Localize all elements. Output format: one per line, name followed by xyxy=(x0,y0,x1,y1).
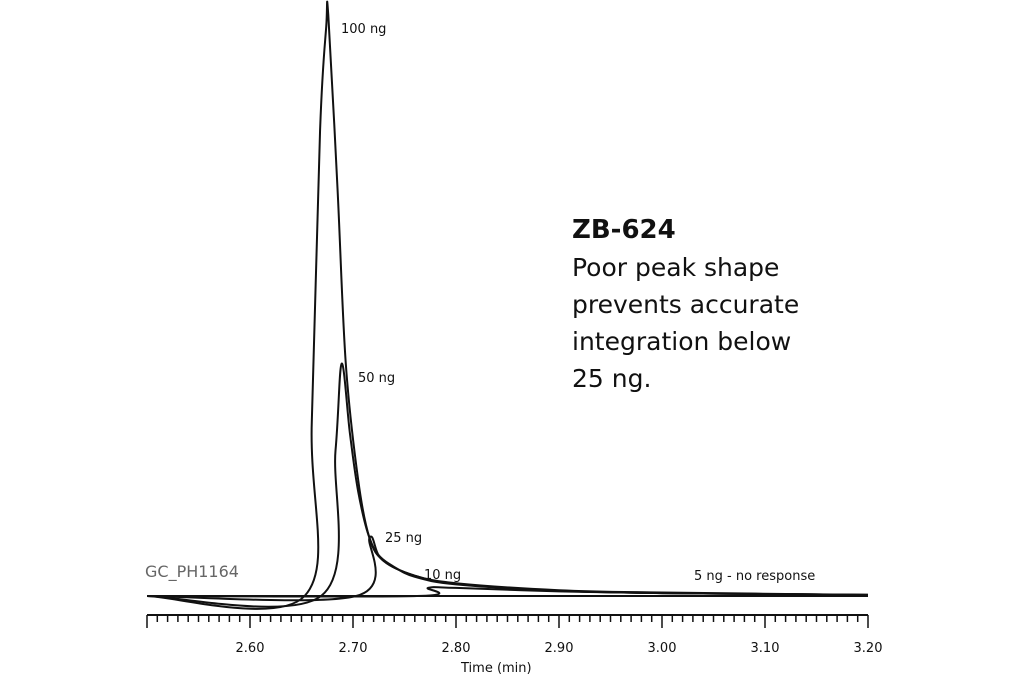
annotation-line: prevents accurate xyxy=(572,290,800,319)
annotation-line: integration below xyxy=(572,327,792,356)
peak-label-10ng: 10 ng xyxy=(424,568,461,583)
peak-label-25ng: 25 ng xyxy=(385,531,422,546)
figure-code: GC_PH1164 xyxy=(145,562,239,581)
x-tick-label: 3.10 xyxy=(751,641,780,656)
annotation-title: ZB-624 xyxy=(572,215,676,245)
x-tick-label: 2.80 xyxy=(442,641,471,656)
series-layer xyxy=(146,0,869,610)
annotation-line: Poor peak shape xyxy=(572,253,780,282)
x-tick-label: 2.70 xyxy=(339,641,368,656)
x-axis-label: Time (min) xyxy=(460,661,532,676)
x-tick-label: 3.20 xyxy=(854,641,883,656)
peak-label-50ng: 50 ng xyxy=(358,371,395,386)
annotation-line: 25 ng. xyxy=(572,364,652,393)
x-tick-label: 3.00 xyxy=(648,641,677,656)
annotation: ZB-624 Poor peak shape prevents accurate… xyxy=(572,212,799,397)
x-tick-label: 2.90 xyxy=(545,641,574,656)
x-axis: 2.60 2.70 2.80 2.90 3.00 3.10 3.20 xyxy=(146,614,883,656)
x-tick-label: 2.60 xyxy=(236,641,265,656)
peak-label-5ng: 5 ng - no response xyxy=(694,569,815,584)
peak-label-100ng: 100 ng xyxy=(341,22,386,37)
